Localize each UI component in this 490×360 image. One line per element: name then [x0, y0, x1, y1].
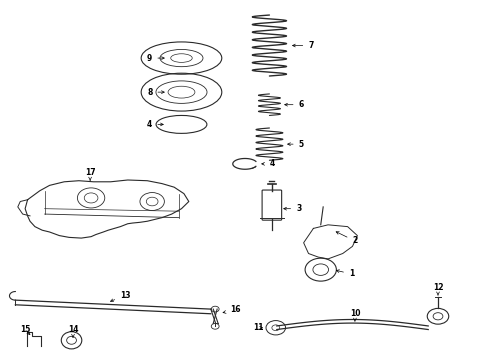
Text: 12: 12 [433, 283, 443, 295]
Text: 5: 5 [288, 140, 304, 149]
Text: 4: 4 [262, 159, 274, 168]
Text: 4: 4 [147, 120, 163, 129]
Text: 3: 3 [284, 204, 301, 213]
Text: 14: 14 [68, 325, 78, 337]
Text: 13: 13 [111, 291, 130, 302]
Text: 10: 10 [350, 309, 360, 321]
Text: 6: 6 [285, 100, 304, 109]
Text: 2: 2 [336, 232, 358, 246]
Text: 15: 15 [20, 325, 30, 334]
Text: 17: 17 [85, 168, 96, 180]
Text: 1: 1 [337, 269, 354, 278]
Text: 7: 7 [293, 41, 314, 50]
Text: 9: 9 [147, 54, 164, 63]
Text: 8: 8 [147, 87, 164, 96]
Text: 16: 16 [223, 305, 241, 314]
Text: 11: 11 [253, 323, 264, 332]
